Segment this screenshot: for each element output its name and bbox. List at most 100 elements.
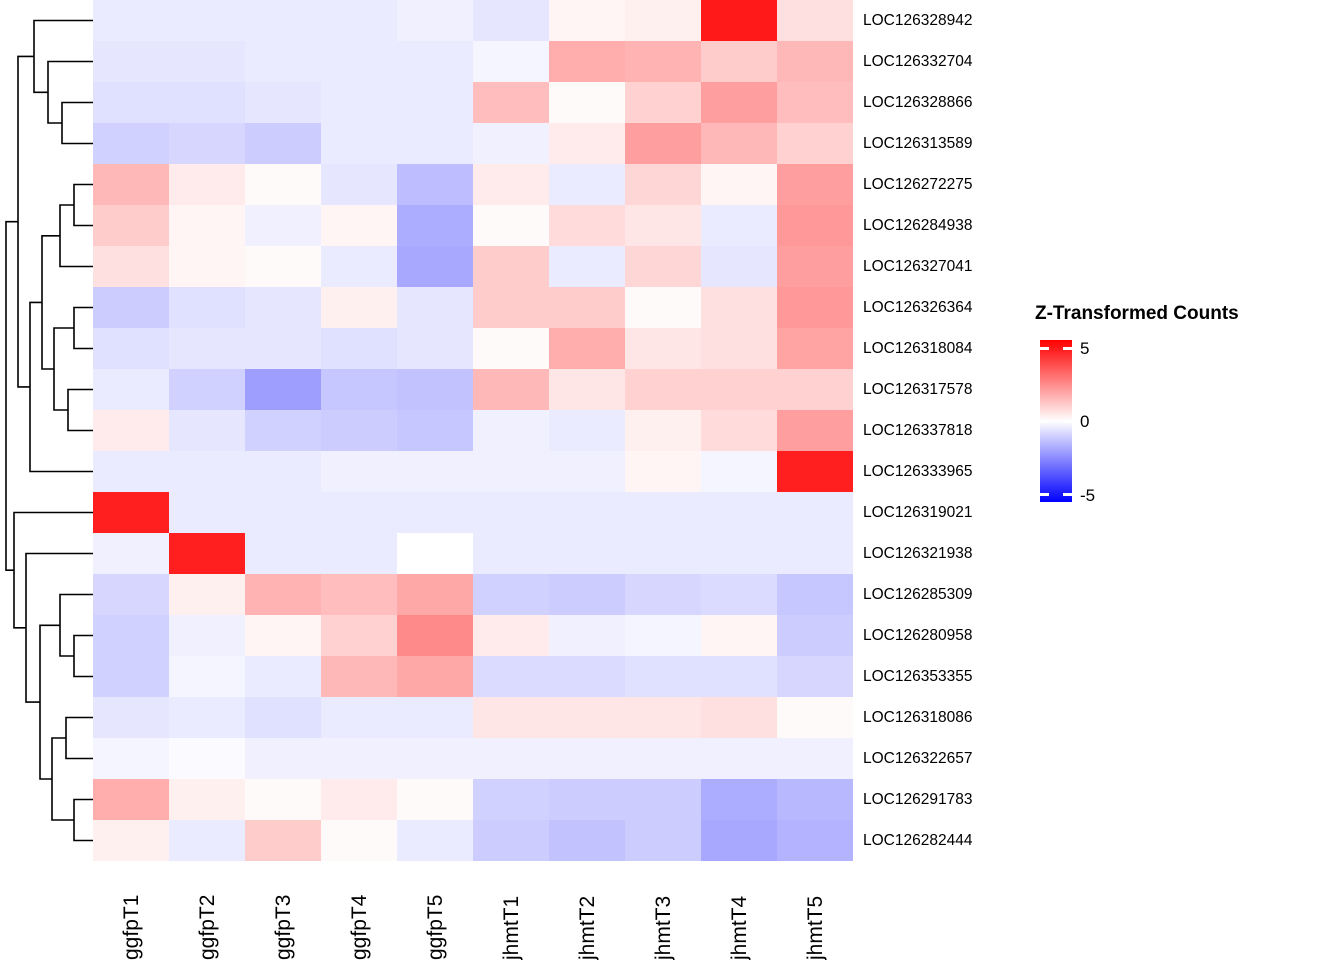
heatmap-cell [169,246,245,287]
heatmap-cell [701,656,777,697]
heatmap-cell [169,0,245,41]
heatmap-cell [473,820,549,861]
heatmap-cell [245,615,321,656]
heatmap-cell [169,410,245,451]
heatmap-cell [777,82,853,123]
heatmap-cell [93,123,169,164]
legend-tick-label: -5 [1080,485,1096,505]
heatmap-cell [169,369,245,410]
heatmap-cell [549,41,625,82]
heatmap-cell [397,410,473,451]
heatmap-cell [701,738,777,779]
heatmap-cell [549,246,625,287]
heatmap-cell [625,697,701,738]
heatmap-cell [397,697,473,738]
heatmap-cell [321,123,397,164]
heatmap-cell [701,287,777,328]
heatmap-cell [701,82,777,123]
heatmap-cell [777,287,853,328]
row-label: LOC126318084 [863,339,973,357]
heatmap-cell [397,164,473,205]
heatmap-cell [169,492,245,533]
heatmap-cell [625,246,701,287]
heatmap-cell [777,0,853,41]
heatmap-cell [549,615,625,656]
heatmap-cell [473,287,549,328]
heatmap-cell [701,369,777,410]
heatmap-cell [701,164,777,205]
heatmap-cell [321,0,397,41]
legend-tick-mark [1040,419,1049,423]
heatmap-cell [397,82,473,123]
row-label: LOC126319021 [863,503,973,521]
heatmap-cell [397,123,473,164]
heatmap-cell [397,574,473,615]
heatmap-cell [701,615,777,656]
heatmap-cell [777,779,853,820]
heatmap-cell [93,492,169,533]
heatmap-cell [549,0,625,41]
column-label: jhmtT5 [803,895,827,960]
heatmap-cell [473,0,549,41]
heatmap-cell [625,328,701,369]
heatmap-cell [245,410,321,451]
heatmap-cell [397,246,473,287]
heatmap-cell [701,574,777,615]
heatmap-cell [777,369,853,410]
heatmap-cell [321,164,397,205]
heatmap-cell [549,451,625,492]
heatmap-cell [777,164,853,205]
heatmap-cell [549,328,625,369]
heatmap-cell [245,0,321,41]
heatmap-cell [169,656,245,697]
heatmap-cell [549,492,625,533]
heatmap-cell [625,533,701,574]
heatmap-cell [473,328,549,369]
heatmap-cell [93,369,169,410]
column-label: jhmtT1 [499,895,523,960]
heatmap-cell [245,738,321,779]
heatmap-cell [169,41,245,82]
heatmap-cell [321,574,397,615]
heatmap-cell [701,820,777,861]
heatmap-cell [169,328,245,369]
heatmap-cell [321,697,397,738]
legend-tick-label: 0 [1080,412,1090,431]
heatmap-cell [93,205,169,246]
heatmap-cell [701,533,777,574]
row-label: LOC126326364 [863,298,973,316]
heatmap-cell [321,492,397,533]
heatmap-cell [245,205,321,246]
heatmap-cell [777,738,853,779]
heatmap-cell [473,246,549,287]
column-label: ggfpT2 [195,894,219,960]
heatmap-cell [777,656,853,697]
heatmap-cell [549,533,625,574]
heatmap-cell [245,41,321,82]
heatmap-cell [549,205,625,246]
row-label: LOC126327041 [863,257,973,275]
heatmap-cell [549,123,625,164]
heatmap-cell [701,697,777,738]
heatmap-cell [625,287,701,328]
heatmap-cell [93,779,169,820]
heatmap-cell [473,492,549,533]
heatmap-cell [93,738,169,779]
heatmap-cell [701,492,777,533]
heatmap-cell [321,410,397,451]
heatmap-cell [245,779,321,820]
heatmap-cell [321,246,397,287]
heatmap-cell [701,246,777,287]
legend-title: Z-Transformed Counts [1035,303,1239,324]
heatmap-cell [397,205,473,246]
heatmap-cell [549,82,625,123]
row-label: LOC126328866 [863,93,973,111]
heatmap-cell [473,205,549,246]
heatmap-cell [321,533,397,574]
row-label: LOC126313589 [863,134,973,152]
heatmap-cell [93,574,169,615]
column-label: jhmtT4 [727,895,751,960]
heatmap-cell [473,656,549,697]
heatmap-cell [777,820,853,861]
